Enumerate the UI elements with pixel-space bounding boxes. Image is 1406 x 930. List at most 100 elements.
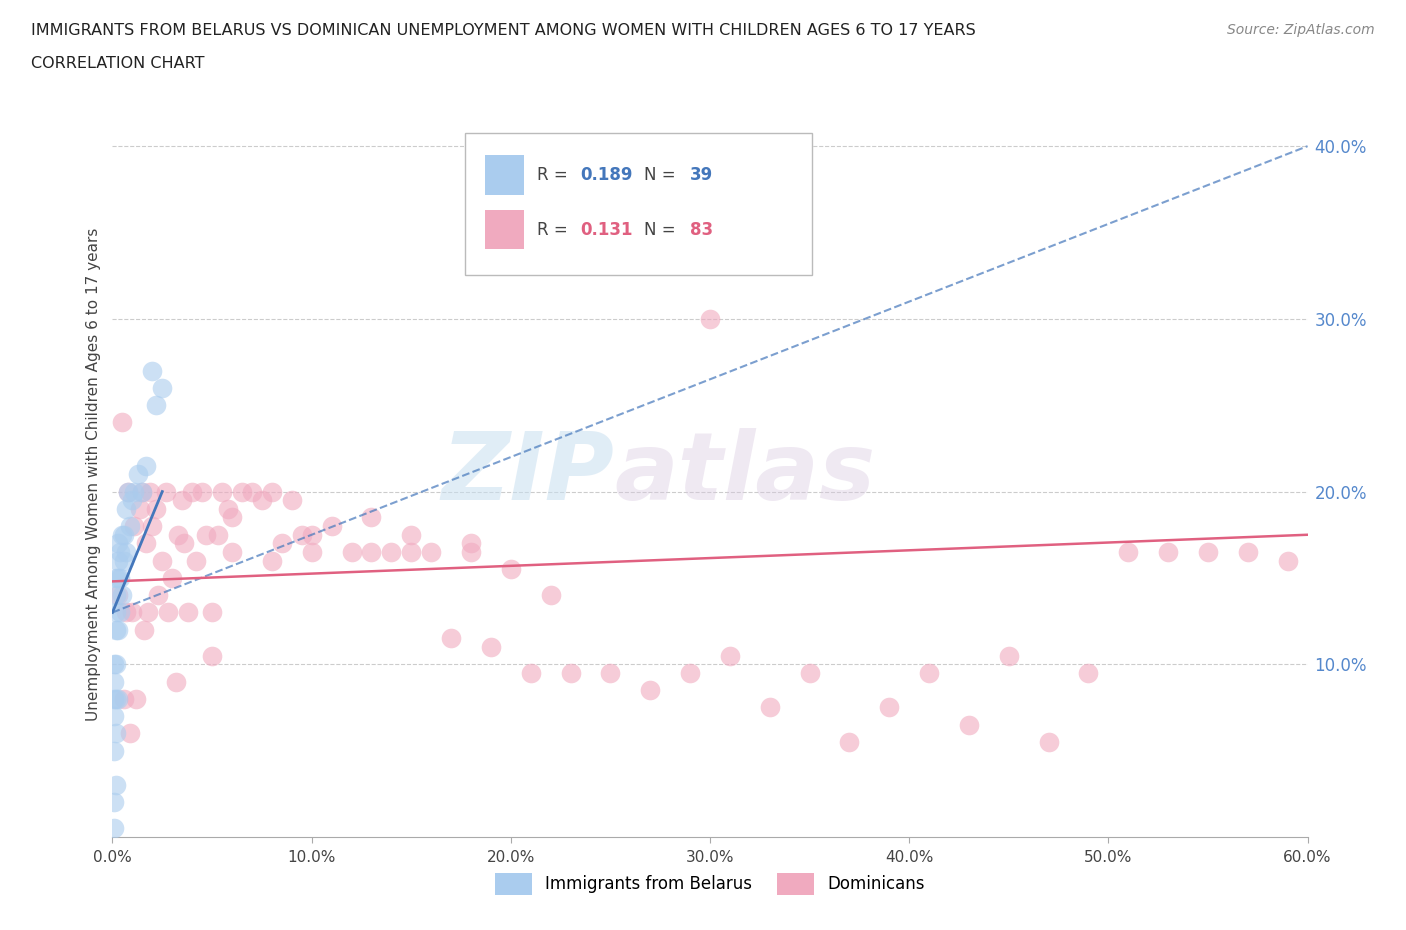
- Text: 83: 83: [690, 220, 713, 239]
- Point: [191, 485, 214, 499]
- Text: R =: R =: [537, 166, 572, 184]
- Point: [1077, 666, 1099, 681]
- Point: [129, 501, 152, 516]
- Point: [138, 605, 160, 620]
- FancyBboxPatch shape: [485, 155, 523, 195]
- Point: [291, 527, 314, 542]
- Point: [105, 588, 128, 603]
- Point: [173, 536, 195, 551]
- Text: 0.131: 0.131: [579, 220, 633, 239]
- Text: ZIP: ZIP: [441, 429, 614, 520]
- Point: [321, 519, 343, 534]
- Point: [121, 493, 143, 508]
- Point: [211, 485, 233, 499]
- Point: [201, 605, 224, 620]
- Point: [120, 519, 142, 534]
- Point: [240, 485, 263, 499]
- Point: [111, 415, 134, 430]
- Point: [103, 709, 125, 724]
- Point: [301, 545, 323, 560]
- Point: [186, 553, 208, 568]
- Point: [1038, 735, 1060, 750]
- Point: [115, 605, 138, 620]
- Point: [157, 605, 180, 620]
- Point: [360, 545, 382, 560]
- Point: [124, 485, 146, 499]
- Point: [114, 691, 135, 706]
- Point: [181, 485, 204, 499]
- Text: R =: R =: [537, 220, 572, 239]
- Text: 39: 39: [690, 166, 713, 184]
- Point: [105, 605, 128, 620]
- Point: [114, 553, 135, 568]
- FancyBboxPatch shape: [485, 209, 523, 249]
- Point: [998, 648, 1021, 663]
- Point: [172, 493, 194, 508]
- Point: [1237, 545, 1260, 560]
- Point: [114, 527, 135, 542]
- Point: [127, 467, 149, 482]
- Text: CORRELATION CHART: CORRELATION CHART: [31, 56, 204, 71]
- Point: [1157, 545, 1180, 560]
- Point: [679, 666, 702, 681]
- Point: [221, 510, 243, 525]
- Point: [117, 485, 139, 499]
- Point: [134, 622, 156, 637]
- Point: [401, 545, 423, 560]
- Point: [520, 666, 543, 681]
- Text: Source: ZipAtlas.com: Source: ZipAtlas.com: [1227, 23, 1375, 37]
- Point: [103, 691, 125, 706]
- Point: [131, 485, 153, 499]
- Point: [207, 527, 229, 542]
- Point: [918, 666, 941, 681]
- Point: [799, 666, 821, 681]
- Point: [499, 562, 522, 577]
- Point: [124, 519, 146, 534]
- Text: N =: N =: [644, 220, 681, 239]
- Point: [111, 527, 134, 542]
- Point: [105, 726, 128, 741]
- FancyBboxPatch shape: [465, 133, 811, 275]
- Point: [120, 726, 142, 741]
- Point: [105, 622, 128, 637]
- Point: [838, 735, 860, 750]
- Point: [718, 648, 741, 663]
- Legend: Immigrants from Belarus, Dominicans: Immigrants from Belarus, Dominicans: [489, 867, 931, 901]
- Point: [148, 588, 170, 603]
- Point: [699, 312, 721, 326]
- Point: [131, 485, 153, 499]
- Point: [250, 493, 273, 508]
- Point: [115, 545, 138, 560]
- Point: [270, 536, 292, 551]
- Point: [201, 648, 224, 663]
- Point: [103, 743, 125, 758]
- Point: [879, 700, 901, 715]
- Point: [1277, 553, 1299, 568]
- Point: [195, 527, 218, 542]
- Point: [105, 570, 128, 585]
- Point: [380, 545, 402, 560]
- Point: [105, 777, 128, 792]
- Point: [117, 485, 139, 499]
- Point: [107, 553, 129, 568]
- Point: [420, 545, 443, 560]
- Point: [150, 380, 173, 395]
- Point: [340, 545, 363, 560]
- Point: [103, 657, 125, 671]
- Point: [111, 588, 134, 603]
- Point: [1197, 545, 1219, 560]
- Point: [540, 588, 562, 603]
- Point: [360, 510, 382, 525]
- Point: [115, 501, 138, 516]
- Point: [110, 570, 132, 585]
- Point: [957, 717, 980, 732]
- Point: [107, 570, 129, 585]
- Point: [107, 691, 129, 706]
- Text: atlas: atlas: [614, 429, 876, 520]
- Point: [139, 485, 162, 499]
- Y-axis label: Unemployment Among Women with Children Ages 6 to 17 years: Unemployment Among Women with Children A…: [86, 228, 101, 721]
- Point: [107, 536, 129, 551]
- Point: [105, 657, 128, 671]
- Point: [165, 674, 187, 689]
- Point: [103, 795, 125, 810]
